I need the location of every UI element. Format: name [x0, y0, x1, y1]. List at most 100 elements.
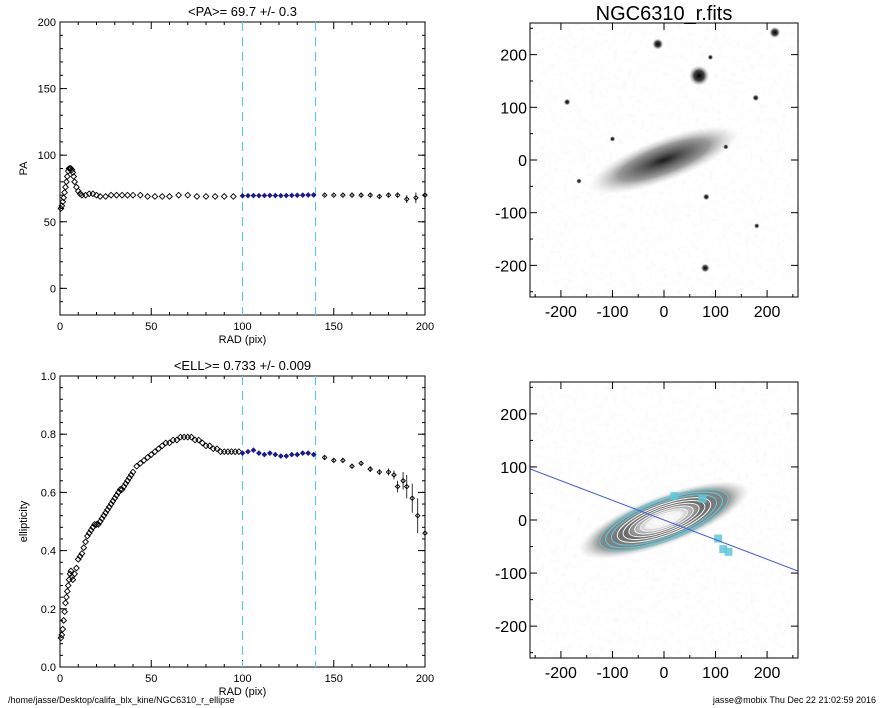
data-point — [70, 173, 78, 180]
data-point — [62, 178, 70, 186]
data-point — [391, 472, 397, 478]
data-point — [124, 191, 131, 199]
data-point — [78, 550, 86, 557]
data-point — [151, 448, 159, 456]
y-tick-label: 0.8 — [41, 429, 56, 441]
data-point — [403, 196, 410, 202]
y-tick-label: 1.0 — [41, 371, 56, 383]
data-point — [100, 512, 108, 520]
masked-pixel — [714, 534, 723, 543]
data-point — [394, 483, 401, 490]
data-point — [62, 183, 69, 191]
data-point — [118, 486, 126, 493]
data-point — [59, 198, 67, 206]
data-point — [261, 451, 268, 458]
data-point — [58, 202, 66, 210]
data-point — [93, 520, 100, 528]
x-tick-label: 100 — [702, 304, 729, 321]
data-point — [180, 433, 188, 441]
galaxy — [588, 125, 740, 195]
data-point — [187, 433, 195, 441]
data-point — [283, 453, 290, 459]
data-series-0 — [57, 165, 237, 212]
data-point — [177, 433, 184, 441]
data-point — [193, 193, 201, 200]
data-point — [118, 191, 126, 199]
star — [652, 38, 664, 50]
data-point — [367, 466, 374, 472]
data-point — [330, 457, 337, 464]
data-point — [78, 191, 86, 199]
isophote-ellipse — [622, 499, 706, 541]
y-tick-label: 0.2 — [41, 604, 56, 616]
data-point — [229, 193, 237, 200]
x-tick-label: 0 — [57, 673, 63, 685]
data-point — [224, 448, 232, 456]
x-tick-label: 200 — [416, 321, 434, 333]
data-point — [277, 453, 284, 459]
data-point — [202, 442, 210, 450]
x-tick-label: 150 — [325, 673, 343, 685]
star — [700, 263, 710, 273]
data-point — [76, 552, 84, 560]
x-axis-label: RAD (pix) — [219, 686, 267, 698]
data-point — [169, 436, 177, 444]
y-axis-label: ellipticity — [18, 500, 30, 542]
y-tick-label: -100 — [495, 566, 527, 583]
data-point — [198, 439, 206, 447]
data-point — [403, 483, 410, 490]
y-tick-label: 100 — [500, 100, 527, 117]
data-point — [71, 570, 79, 578]
data-point — [140, 456, 148, 464]
y-tick-label: 50 — [44, 217, 56, 229]
data-point — [231, 448, 239, 456]
y-tick-label: -200 — [495, 619, 527, 636]
data-point — [413, 194, 419, 201]
x-tick-label: 0 — [57, 321, 63, 333]
data-point — [85, 529, 93, 537]
data-point — [330, 192, 337, 198]
data-point — [209, 445, 217, 453]
data-point — [87, 526, 95, 534]
x-tick-label: 200 — [754, 304, 781, 321]
y-tick-label: 0 — [50, 283, 56, 295]
x-tick-label: 50 — [145, 673, 157, 685]
data-point — [256, 192, 262, 199]
data-point — [305, 450, 312, 456]
x-tick-label: -200 — [545, 304, 577, 321]
data-point — [72, 183, 80, 191]
y-tick-label: 200 — [38, 17, 56, 29]
data-point — [105, 503, 113, 511]
data-point — [158, 193, 166, 200]
data-point — [310, 451, 317, 458]
data-point — [151, 193, 159, 200]
data-point — [98, 515, 106, 523]
y-tick-label: -100 — [495, 206, 527, 223]
data-point — [120, 483, 128, 491]
data-point — [63, 173, 71, 180]
data-point — [376, 469, 383, 475]
data-point — [184, 191, 192, 199]
data-point — [129, 191, 137, 199]
x-tick-label: 150 — [325, 321, 343, 333]
data-point — [272, 192, 279, 199]
data-point — [256, 450, 262, 456]
data-point — [288, 451, 295, 458]
data-point — [385, 192, 392, 198]
star — [753, 223, 760, 229]
data-point — [394, 192, 401, 198]
data-point — [122, 480, 130, 488]
data-point — [57, 634, 65, 642]
data-series-1 — [239, 192, 317, 199]
masked-pixel — [719, 545, 728, 554]
data-point — [409, 495, 416, 502]
data-point — [67, 567, 75, 575]
data-point — [166, 439, 173, 447]
star — [688, 65, 710, 86]
data-point — [175, 191, 183, 199]
data-point — [63, 587, 71, 595]
data-point — [74, 187, 82, 195]
y-tick-label: 0.4 — [41, 546, 56, 558]
data-point — [116, 486, 124, 493]
y-tick-label: 100 — [500, 460, 527, 477]
